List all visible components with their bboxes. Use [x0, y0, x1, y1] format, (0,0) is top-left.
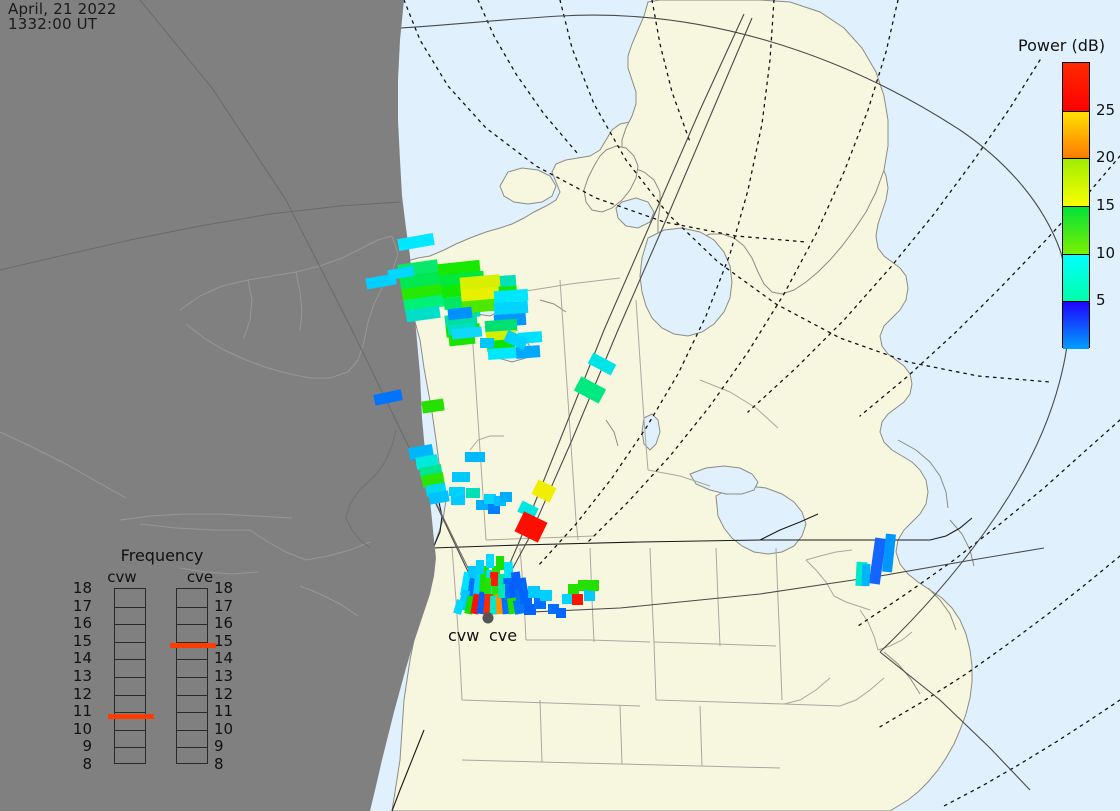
- frequency-tick-label: 8: [82, 755, 92, 773]
- frequency-scale-rule: [115, 659, 145, 661]
- frequency-tick-label: 12: [214, 684, 234, 703]
- cluster-coastal-bc: [373, 389, 512, 514]
- colorbar-segment: [1063, 63, 1089, 111]
- night-side-borders: [345, 429, 397, 549]
- frequency-scale-rule: [115, 747, 145, 749]
- timestamp-time: 1332:00 UT: [8, 15, 98, 33]
- frequency-tick-label: 14: [72, 649, 92, 668]
- frequency-scale-rule: [115, 606, 145, 608]
- land-baffin-island: [583, 145, 639, 213]
- frequency-tick-label: 14: [214, 649, 234, 668]
- colorbar-divider: [1063, 158, 1089, 160]
- backscatter-cells: [365, 232, 896, 618]
- frequency-scale-rule: [177, 677, 207, 678]
- state-borders: [451, 435, 913, 769]
- frequency-scale-rule: [177, 747, 207, 749]
- timestamp: April, 21 2022 1332:00 UT: [8, 2, 117, 32]
- colorbar-divider: [1063, 301, 1089, 303]
- land-victoria-island: [499, 167, 557, 205]
- colorbar-segment: [1063, 301, 1089, 349]
- frequency-title: Frequency: [120, 546, 204, 565]
- frequency-panel: Frequency cvw 18 17 16 15 14 13 12 11 10 9 8 cve 1…: [73, 546, 240, 782]
- frequency-scale-rule: [177, 641, 207, 643]
- frequency-marker-cve: [170, 643, 216, 649]
- colorbar-segment: [1063, 158, 1089, 206]
- frequency-tick-label: 9: [82, 737, 92, 756]
- frequency-scale-rule: [115, 641, 145, 643]
- frequency-scale-rule: [177, 606, 207, 608]
- frequency-tick-label: 11: [214, 702, 234, 721]
- frequency-tick-label: 18: [214, 579, 234, 597]
- timestamp-date: April, 21 2022: [8, 0, 117, 18]
- frequency-scale-rule: [115, 694, 145, 696]
- radar-site-marker: [482, 612, 494, 624]
- frequency-tick-label: 9: [214, 737, 224, 756]
- colorbar-segment: [1063, 206, 1089, 254]
- frequency-column-label-cvw: cvw: [107, 568, 137, 586]
- frequency-tick-label: 16: [72, 614, 92, 633]
- frequency-tick-label: 10: [214, 719, 234, 738]
- colorbar-divider: [1063, 110, 1089, 112]
- water-great-lakes: [715, 485, 807, 555]
- frequency-scale-rule: [177, 712, 207, 714]
- colorbar-divider: [1063, 206, 1089, 207]
- frequency-scale-cve: [170, 588, 216, 764]
- frequency-scale-rule: [177, 694, 207, 696]
- frequency-tick-label: 13: [214, 667, 234, 685]
- site-label-cve: cve: [489, 626, 518, 645]
- frequency-tick-label: 18: [72, 579, 92, 597]
- water-lake-superior: [689, 465, 759, 495]
- frequency-column-label-cve: cve: [186, 568, 214, 586]
- colorbar-segment: [1063, 253, 1089, 302]
- frequency-tick-label: 8: [214, 755, 224, 773]
- colorbar-divider: [1063, 253, 1089, 255]
- power-colorbar: Power (dB) 25 20 15 10 5: [1018, 36, 1120, 366]
- frequency-tick-label: 15: [72, 631, 92, 650]
- water-lake-winnipeg: [641, 413, 661, 451]
- frequency-marker-cvw: [108, 713, 154, 719]
- colorbar-title: Power (dB): [1018, 36, 1106, 55]
- frequency-tick-label: 11: [72, 702, 92, 721]
- colorbar-tick-label: 20: [1096, 148, 1116, 167]
- solar-terminator-shading: [0, 0, 436, 811]
- frequency-tick-label: 12: [72, 684, 92, 703]
- frequency-tick-label: 10: [72, 719, 92, 738]
- frequency-tick-label: 17: [72, 596, 92, 615]
- colorbar-gradient: [1062, 62, 1090, 349]
- frequency-scale-rule: [115, 712, 145, 714]
- frequency-scale-rule: [115, 677, 145, 678]
- frequency-tick-label: 16: [214, 614, 234, 633]
- water-foxe-basin: [615, 197, 655, 229]
- cluster-beam-corridor: [480, 330, 617, 543]
- frequency-scale-rule: [115, 624, 145, 626]
- frequency-tick-label: 13: [72, 667, 92, 685]
- colorbar-tick-label: 15: [1096, 196, 1116, 214]
- site-label-cvw: cvw: [448, 626, 480, 645]
- colorbar-tick-label: 25: [1096, 100, 1116, 119]
- colorbar-tick-label: 10: [1096, 243, 1116, 262]
- frequency-tick-label: 17: [214, 596, 234, 615]
- frequency-tick-label: 15: [214, 631, 234, 650]
- frequency-scale-rule: [177, 729, 207, 731]
- colorbar-tick-label: 5: [1096, 291, 1106, 310]
- colorbar-segment: [1063, 110, 1089, 159]
- cluster-radar-fan: [453, 554, 599, 618]
- frequency-scale-rule: [177, 659, 207, 661]
- cluster-great-lakes: [855, 533, 896, 587]
- frequency-scale-rule: [177, 624, 207, 626]
- night-side-coastlines: [0, 235, 399, 617]
- cluster-northern-scatter: [365, 232, 543, 360]
- frequency-scale-rule: [115, 729, 145, 731]
- frequency-scale-cvw: [108, 588, 154, 764]
